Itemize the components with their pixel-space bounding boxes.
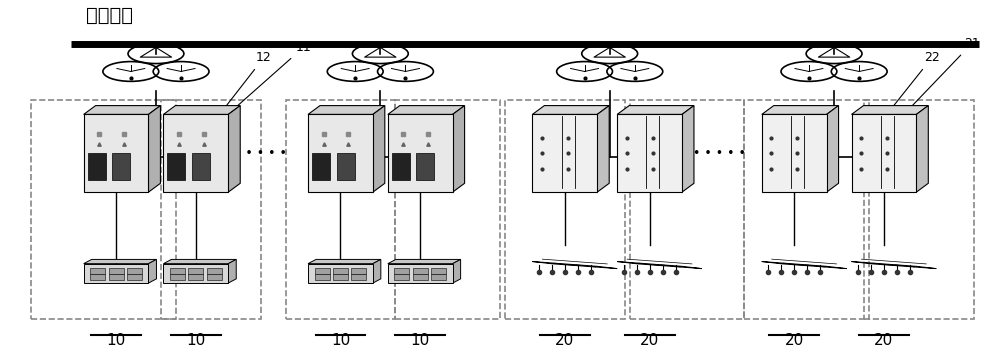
FancyBboxPatch shape — [388, 264, 453, 283]
Text: 20: 20 — [555, 333, 574, 348]
FancyBboxPatch shape — [315, 274, 330, 280]
FancyBboxPatch shape — [127, 268, 142, 274]
FancyBboxPatch shape — [192, 153, 210, 180]
FancyBboxPatch shape — [413, 268, 428, 274]
FancyBboxPatch shape — [170, 268, 185, 274]
Polygon shape — [148, 260, 156, 283]
Text: 12: 12 — [208, 51, 271, 130]
Polygon shape — [84, 106, 160, 114]
FancyBboxPatch shape — [762, 114, 827, 192]
Polygon shape — [228, 260, 236, 283]
Text: 21: 21 — [906, 37, 979, 112]
FancyBboxPatch shape — [188, 268, 203, 274]
Text: • • • • •: • • • • • — [693, 147, 746, 160]
FancyBboxPatch shape — [852, 114, 916, 192]
FancyBboxPatch shape — [333, 274, 348, 280]
FancyBboxPatch shape — [90, 268, 105, 274]
Polygon shape — [228, 106, 240, 192]
FancyBboxPatch shape — [413, 274, 428, 280]
FancyBboxPatch shape — [394, 268, 409, 274]
Polygon shape — [852, 106, 928, 114]
FancyBboxPatch shape — [392, 153, 410, 180]
FancyBboxPatch shape — [112, 153, 130, 180]
Polygon shape — [388, 106, 465, 114]
FancyBboxPatch shape — [308, 264, 373, 283]
Polygon shape — [762, 262, 847, 268]
Polygon shape — [827, 106, 839, 192]
FancyBboxPatch shape — [312, 153, 330, 180]
FancyBboxPatch shape — [315, 268, 330, 274]
FancyBboxPatch shape — [617, 114, 682, 192]
Text: 20: 20 — [874, 333, 894, 348]
Polygon shape — [617, 262, 702, 268]
Polygon shape — [916, 106, 928, 192]
FancyBboxPatch shape — [167, 153, 185, 180]
FancyBboxPatch shape — [163, 114, 228, 192]
Polygon shape — [762, 106, 839, 114]
FancyBboxPatch shape — [388, 114, 453, 192]
FancyBboxPatch shape — [532, 114, 597, 192]
Polygon shape — [84, 260, 156, 264]
FancyBboxPatch shape — [394, 274, 409, 280]
Text: 交流母线: 交流母线 — [86, 6, 133, 25]
FancyBboxPatch shape — [207, 268, 222, 274]
Polygon shape — [308, 106, 385, 114]
Polygon shape — [453, 106, 465, 192]
Text: 10: 10 — [331, 333, 350, 348]
FancyBboxPatch shape — [88, 153, 106, 180]
FancyBboxPatch shape — [416, 153, 434, 180]
FancyBboxPatch shape — [308, 114, 373, 192]
Text: 10: 10 — [106, 333, 126, 348]
Text: 10: 10 — [186, 333, 205, 348]
FancyBboxPatch shape — [188, 274, 203, 280]
Text: 20: 20 — [640, 333, 659, 348]
FancyBboxPatch shape — [431, 274, 446, 280]
Text: 11: 11 — [218, 41, 311, 123]
FancyBboxPatch shape — [351, 274, 366, 280]
FancyBboxPatch shape — [351, 268, 366, 274]
Polygon shape — [148, 106, 160, 192]
Text: • • • • •: • • • • • — [234, 147, 287, 160]
Polygon shape — [852, 262, 936, 268]
Polygon shape — [373, 260, 381, 283]
Polygon shape — [682, 106, 694, 192]
Polygon shape — [163, 106, 240, 114]
Polygon shape — [597, 106, 609, 192]
Polygon shape — [163, 260, 236, 264]
Polygon shape — [373, 106, 385, 192]
Polygon shape — [617, 106, 694, 114]
Text: 20: 20 — [785, 333, 804, 348]
FancyBboxPatch shape — [84, 114, 148, 192]
Text: 22: 22 — [886, 51, 940, 116]
FancyBboxPatch shape — [333, 268, 348, 274]
FancyBboxPatch shape — [84, 264, 148, 283]
Polygon shape — [532, 106, 609, 114]
FancyBboxPatch shape — [109, 274, 124, 280]
FancyBboxPatch shape — [109, 268, 124, 274]
FancyBboxPatch shape — [170, 274, 185, 280]
FancyBboxPatch shape — [431, 268, 446, 274]
Polygon shape — [308, 260, 381, 264]
Text: 10: 10 — [411, 333, 430, 348]
FancyBboxPatch shape — [90, 274, 105, 280]
FancyBboxPatch shape — [127, 274, 142, 280]
Polygon shape — [388, 260, 461, 264]
FancyBboxPatch shape — [163, 264, 228, 283]
FancyBboxPatch shape — [207, 274, 222, 280]
Polygon shape — [453, 260, 461, 283]
FancyBboxPatch shape — [337, 153, 355, 180]
Polygon shape — [532, 262, 617, 268]
